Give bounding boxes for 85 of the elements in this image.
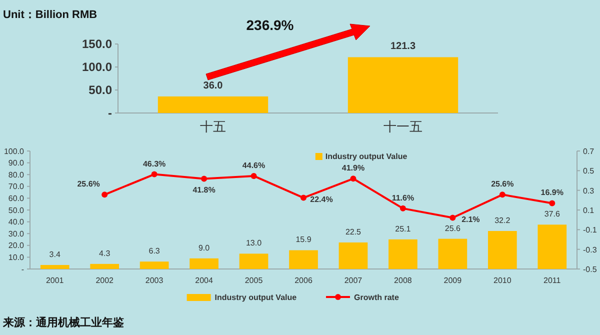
point <box>499 192 506 198</box>
x-tick-label: 十五 <box>200 119 226 134</box>
y-tick-label: 10.0 <box>8 253 25 262</box>
y2-tick-label: -0.5 <box>583 265 598 274</box>
data-label: 37.6 <box>544 210 560 219</box>
data-label: 9.0 <box>198 243 210 252</box>
y2-tick-label: 0.7 <box>583 147 595 156</box>
data-label: 3.4 <box>49 250 61 259</box>
bar <box>140 262 169 269</box>
bar <box>190 258 218 269</box>
legend-label: Growth rate <box>354 293 400 302</box>
x-tick-label: 十一五 <box>384 119 422 134</box>
y-tick-label: 80.0 <box>8 170 25 180</box>
point <box>151 171 158 178</box>
y-tick-label: 150.0 <box>82 37 112 52</box>
bar <box>338 242 368 269</box>
data-label: 32.2 <box>494 216 511 226</box>
point <box>549 200 556 206</box>
y-tick-label: 30.0 <box>8 229 25 238</box>
y-tick-label: 100.0 <box>82 60 112 74</box>
point <box>250 172 257 179</box>
x-tick-label: 2009 <box>444 276 462 285</box>
data-label: 22.5 <box>345 227 362 236</box>
data-label: 36.0 <box>203 80 224 92</box>
source-note: 来源：通用机械工业年鉴 <box>2 316 124 329</box>
x-tick-label: 2004 <box>195 276 214 285</box>
data-label: 2.1% <box>462 214 480 224</box>
y-tick-label: - <box>108 106 112 120</box>
bar <box>388 239 418 269</box>
legend-label: Industry output Value <box>214 293 298 302</box>
y-tick-label: 60.0 <box>8 194 25 203</box>
y2-tick-label: -0.3 <box>583 245 598 254</box>
y2-tick-label: 0.5 <box>583 166 595 176</box>
x-tick-label: 2006 <box>294 276 313 285</box>
data-label: 11.6% <box>392 193 414 202</box>
bar <box>239 254 268 269</box>
point <box>350 176 356 182</box>
y2-tick-label: -0.1 <box>583 226 598 235</box>
x-tick-label: 2011 <box>544 276 562 285</box>
data-label: 25.6 <box>444 224 462 233</box>
y-tick-label: 50.0 <box>88 83 112 98</box>
data-label: 46.3% <box>142 159 166 168</box>
x-tick-label: 2002 <box>96 276 114 285</box>
bar <box>488 231 517 269</box>
data-label: 25.1 <box>395 224 412 234</box>
x-tick-label: 2003 <box>145 276 164 285</box>
bar <box>289 250 318 269</box>
y-tick-label: 90.0 <box>8 158 25 168</box>
data-label: 6.3 <box>148 246 160 256</box>
y2-tick-label: 0.1 <box>583 206 595 215</box>
text: 236.9% <box>246 17 294 33</box>
y-tick-label: - <box>21 264 24 274</box>
data-label: 16.9% <box>540 188 564 198</box>
x-tick-label: 2001 <box>46 276 64 285</box>
x-tick-label: 2007 <box>344 276 363 285</box>
data-label: 13.0 <box>246 238 262 248</box>
y-tick-label: 70.0 <box>8 182 25 192</box>
y-tick-label: 100.0 <box>4 146 25 156</box>
x-tick-label: 2008 <box>394 276 412 285</box>
x-tick-label: 2010 <box>494 276 512 285</box>
x-tick-label: 2005 <box>244 276 264 285</box>
data-label: 121.3 <box>390 41 416 52</box>
y-tick-label: 40.0 <box>8 218 25 227</box>
point <box>300 194 306 201</box>
point <box>400 205 406 212</box>
data-label: 25.6% <box>491 180 514 189</box>
data-label: 41.9% <box>342 164 365 173</box>
legend-label: Industry output Value <box>325 152 408 161</box>
bar <box>538 224 567 269</box>
data-label: 41.8% <box>192 186 216 195</box>
data-label: 22.4% <box>310 194 333 204</box>
y2-tick-label: 0.3 <box>583 186 595 196</box>
data-label: 25.6% <box>77 180 100 189</box>
text: Unit：Billion RMB <box>3 9 98 21</box>
data-label: 44.6% <box>242 160 266 170</box>
bar <box>438 238 468 269</box>
point <box>102 192 108 198</box>
y-tick-label: 50.0 <box>8 206 25 215</box>
bar <box>40 264 70 269</box>
point <box>201 176 208 182</box>
bar <box>90 264 120 269</box>
point <box>450 214 456 221</box>
y-tick-label: 20.0 <box>8 241 25 250</box>
data-label: 4.3 <box>99 248 111 258</box>
data-label: 15.9 <box>296 235 312 244</box>
